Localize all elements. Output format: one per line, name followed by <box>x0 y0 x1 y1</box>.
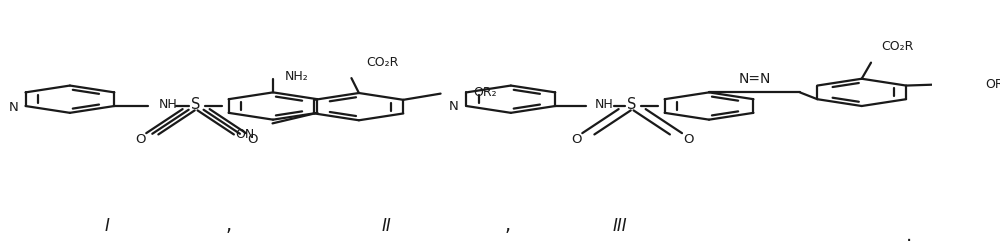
Text: ,: , <box>505 216 511 235</box>
Text: CO₂R: CO₂R <box>366 57 398 69</box>
Text: I: I <box>105 217 110 235</box>
Text: NH₂: NH₂ <box>285 70 309 83</box>
Text: O: O <box>247 133 257 146</box>
Text: CO₂R: CO₂R <box>881 40 913 53</box>
Text: ON: ON <box>235 128 254 141</box>
Text: O: O <box>571 133 581 146</box>
Text: III: III <box>613 217 627 235</box>
Text: O: O <box>135 133 145 146</box>
Text: .: . <box>906 226 912 245</box>
Text: N: N <box>8 101 18 114</box>
Text: N: N <box>448 100 458 113</box>
Text: N=N: N=N <box>738 72 771 86</box>
Text: NH: NH <box>158 97 177 111</box>
Text: OR₂: OR₂ <box>985 78 1000 91</box>
Text: S: S <box>191 97 201 112</box>
Text: O: O <box>683 133 693 146</box>
Text: S: S <box>627 97 637 112</box>
Text: II: II <box>382 217 392 235</box>
Text: NH: NH <box>595 97 614 111</box>
Text: OR₂: OR₂ <box>473 86 497 99</box>
Text: ,: , <box>225 216 231 235</box>
